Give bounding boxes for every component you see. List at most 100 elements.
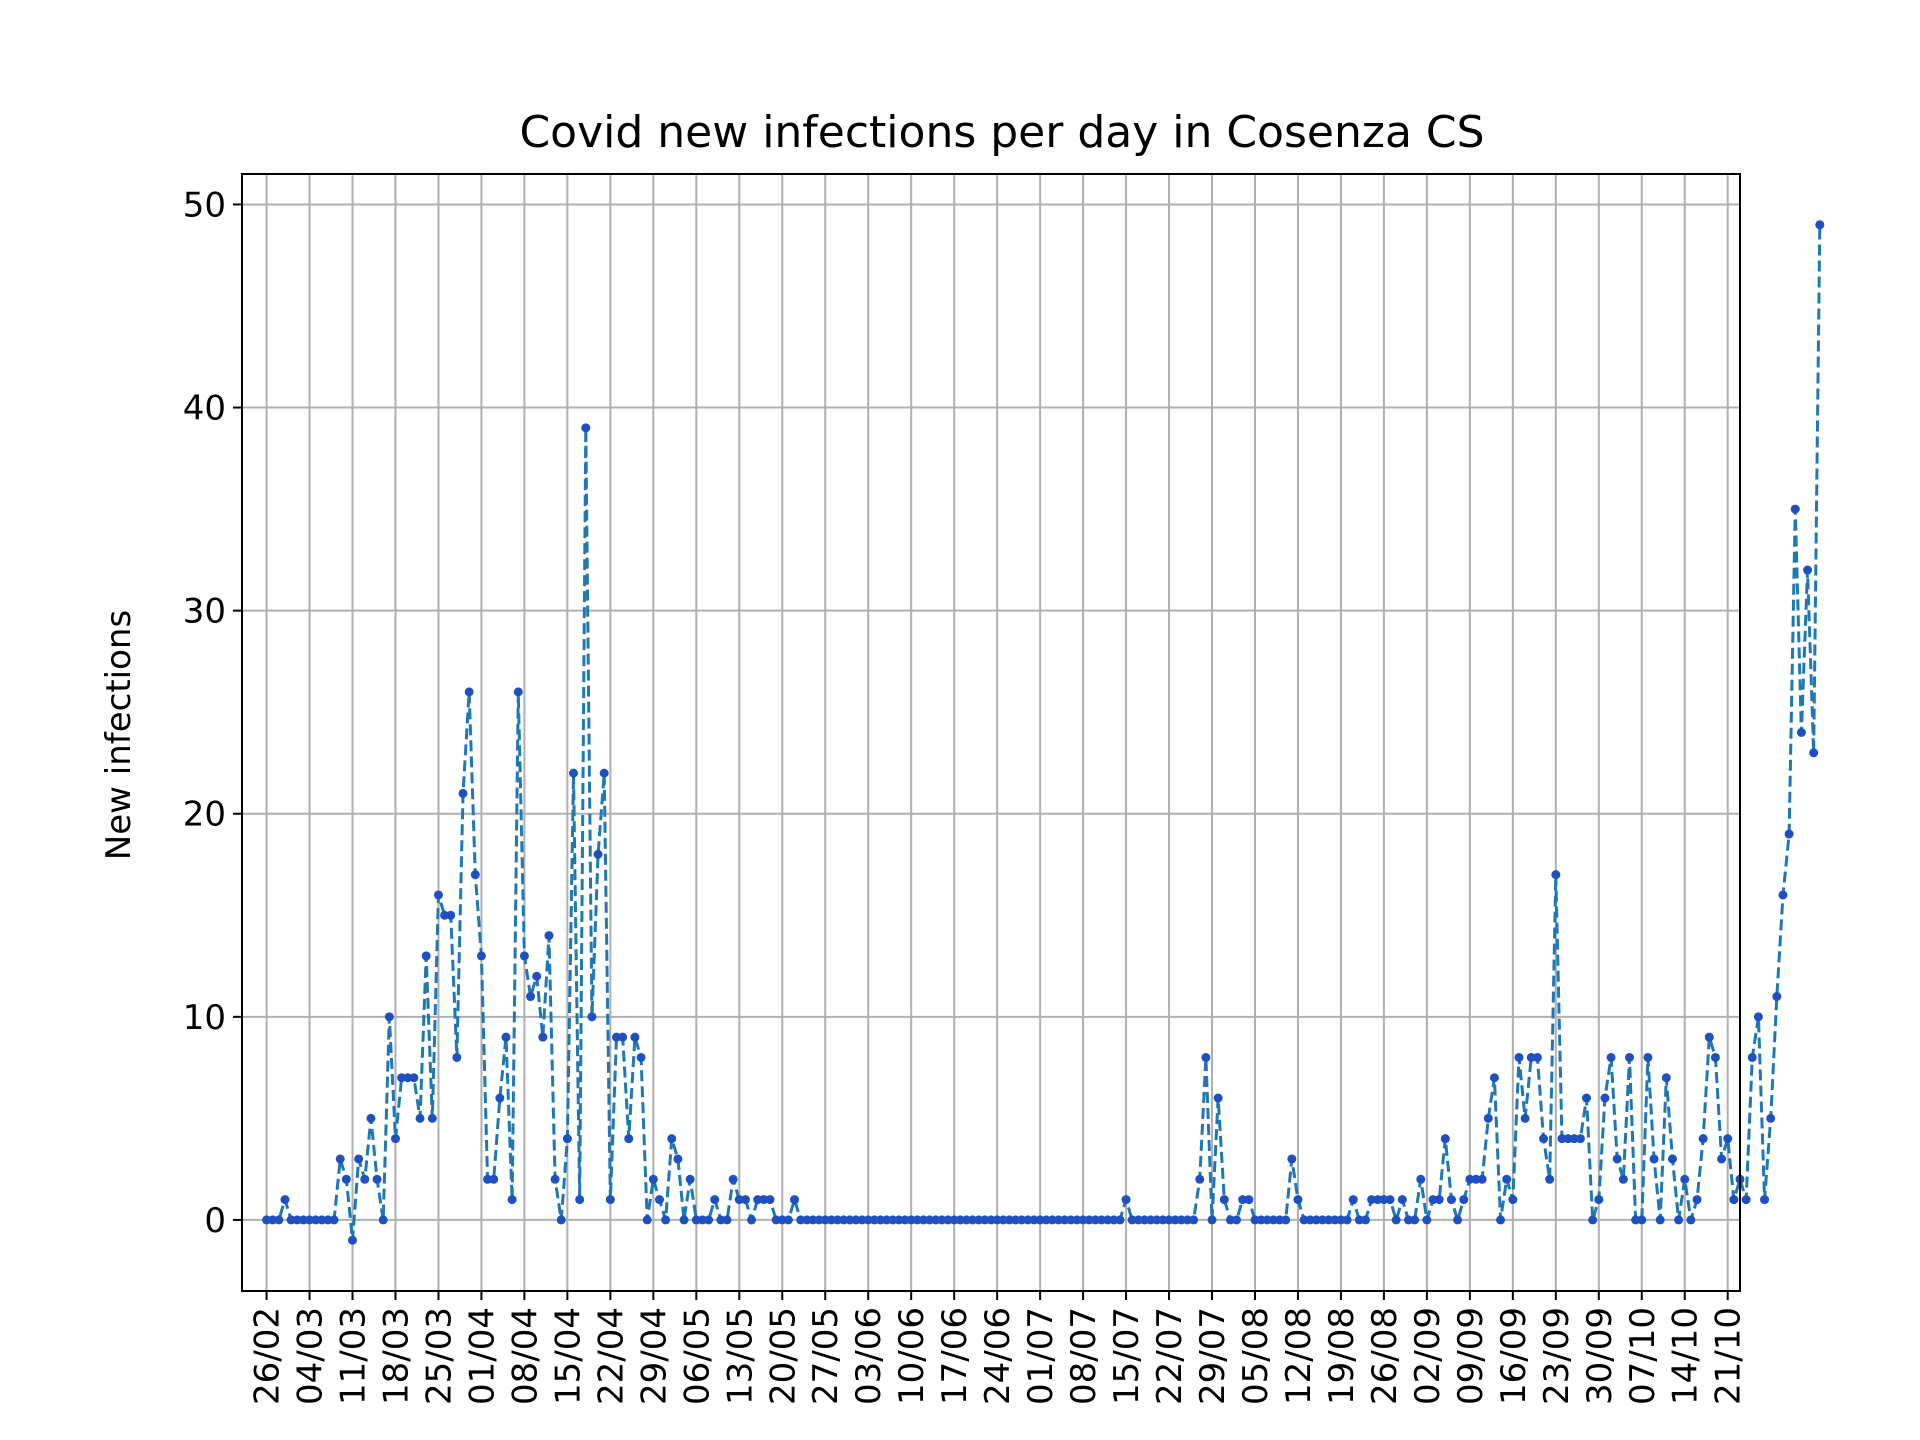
data-point (556, 1215, 566, 1225)
x-tick-label: 15/04 (548, 1307, 588, 1405)
x-tick-label: 26/08 (1365, 1307, 1405, 1405)
data-point (1483, 1113, 1493, 1123)
y-axis-ticks: 0 10 20 30 40 50 (183, 185, 242, 1241)
data-point (1680, 1174, 1690, 1184)
data-point (1391, 1215, 1401, 1225)
data-point (1588, 1215, 1598, 1225)
data-point (1778, 890, 1788, 900)
x-tick-label: 17/06 (935, 1307, 975, 1405)
x-tick-label: 22/07 (1150, 1307, 1190, 1405)
x-tick-label: 19/08 (1322, 1307, 1362, 1405)
data-point (667, 1134, 677, 1144)
data-point (1667, 1154, 1677, 1164)
data-point (538, 1032, 548, 1042)
data-point (329, 1215, 339, 1225)
data-point (1809, 748, 1819, 758)
data-point (470, 870, 480, 880)
data-point (1723, 1134, 1733, 1144)
x-tick-label: 14/10 (1666, 1307, 1706, 1405)
data-point (1606, 1052, 1616, 1062)
data-point (581, 423, 591, 433)
y-tick-label: 30 (183, 592, 226, 632)
data-point (624, 1134, 634, 1144)
data-point (673, 1154, 683, 1164)
x-tick-label: 10/06 (892, 1307, 932, 1405)
plot-area (262, 220, 1825, 1245)
x-tick-label: 15/07 (1107, 1307, 1147, 1405)
data-point (1422, 1215, 1432, 1225)
data-point (458, 788, 468, 798)
data-point (452, 1052, 462, 1062)
data-point (544, 931, 554, 941)
x-tick-label: 05/08 (1236, 1307, 1276, 1405)
data-point (1489, 1073, 1499, 1083)
data-point (790, 1195, 800, 1205)
x-tick-label: 07/10 (1623, 1307, 1663, 1405)
data-point (1637, 1215, 1647, 1225)
data-point (1741, 1195, 1751, 1205)
x-tick-label: 30/09 (1580, 1307, 1620, 1405)
data-point (685, 1174, 695, 1184)
data-point (1643, 1052, 1653, 1062)
x-tick-label: 04/03 (291, 1307, 331, 1405)
data-point (593, 849, 603, 859)
data-point (421, 951, 431, 961)
data-point (1545, 1174, 1555, 1184)
data-point (605, 1195, 615, 1205)
data-point (587, 1012, 597, 1022)
data-point (1698, 1134, 1708, 1144)
data-point (1416, 1174, 1426, 1184)
data-point (1710, 1052, 1720, 1062)
x-axis-ticks: 26/02 04/03 11/03 18/03 25/03 01/04 08/04 15/04… (248, 1291, 1749, 1405)
data-point (740, 1195, 750, 1205)
data-point (1729, 1195, 1739, 1205)
data-point (280, 1195, 290, 1205)
x-tick-label: 03/06 (849, 1307, 889, 1405)
data-point (1815, 220, 1825, 230)
data-point (378, 1215, 388, 1225)
x-tick-label: 26/02 (248, 1307, 288, 1405)
data-point (599, 768, 609, 778)
data-point (1121, 1195, 1131, 1205)
x-tick-label: 21/10 (1709, 1307, 1749, 1405)
data-point (1692, 1195, 1702, 1205)
data-point (642, 1215, 652, 1225)
data-point (728, 1174, 738, 1184)
x-tick-label: 01/07 (1021, 1307, 1061, 1405)
data-point (415, 1113, 425, 1123)
data-point (654, 1195, 664, 1205)
data-point (526, 992, 536, 1002)
data-point (384, 1012, 394, 1022)
data-point (1342, 1215, 1352, 1225)
data-point (1385, 1195, 1395, 1205)
data-point (1201, 1052, 1211, 1062)
x-tick-label: 25/03 (419, 1307, 459, 1405)
data-point (348, 1235, 358, 1245)
x-tick-label: 16/09 (1494, 1307, 1534, 1405)
data-point (1213, 1093, 1223, 1103)
data-point (747, 1215, 757, 1225)
data-point (1520, 1113, 1530, 1123)
data-point (618, 1032, 628, 1042)
x-tick-label: 06/05 (677, 1307, 717, 1405)
data-point (765, 1195, 775, 1205)
data-point (636, 1052, 646, 1062)
data-point (464, 687, 474, 697)
data-point (1624, 1052, 1634, 1062)
data-point (1686, 1215, 1696, 1225)
data-point (1293, 1195, 1303, 1205)
data-point (1446, 1195, 1456, 1205)
data-point (1219, 1195, 1229, 1205)
data-point (1661, 1073, 1671, 1083)
x-tick-label: 02/09 (1408, 1307, 1448, 1405)
data-point (1618, 1174, 1628, 1184)
data-point (501, 1032, 511, 1042)
data-point (1361, 1215, 1370, 1225)
y-tick-label: 40 (183, 389, 226, 429)
x-tick-label: 29/07 (1193, 1307, 1233, 1405)
data-point (661, 1215, 671, 1225)
data-point (476, 951, 486, 961)
x-tick-label: 20/05 (763, 1307, 803, 1405)
y-tick-label: 0 (204, 1201, 226, 1241)
chart-title: Covid new infections per day in Cosenza … (519, 107, 1484, 158)
